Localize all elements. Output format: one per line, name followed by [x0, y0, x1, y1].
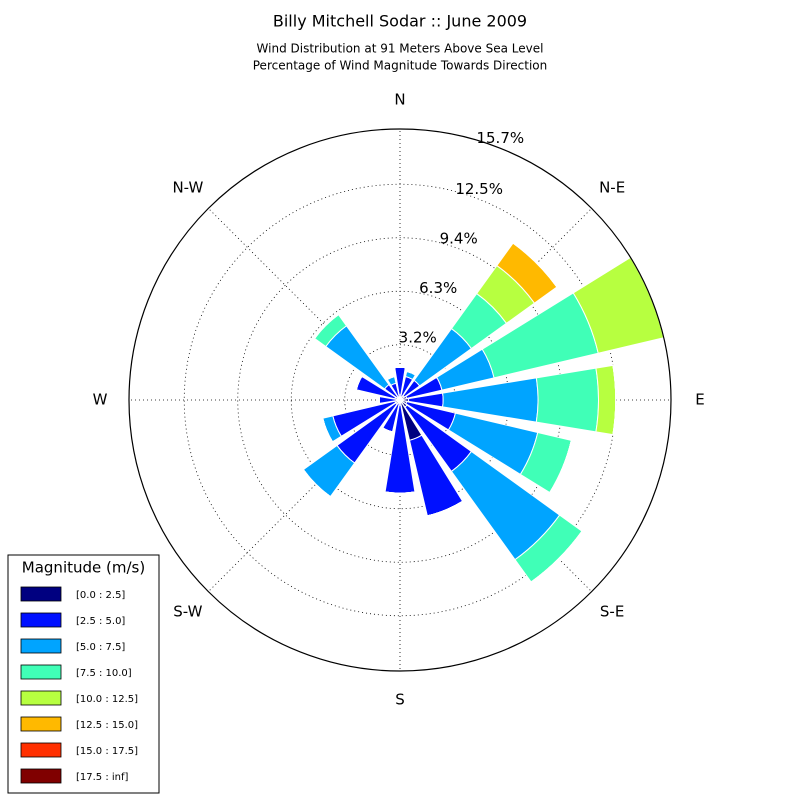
r-tick-label: 3.2% — [399, 328, 437, 346]
direction-label: E — [695, 391, 704, 409]
legend-swatch — [21, 613, 61, 627]
legend-swatch — [21, 665, 61, 679]
direction-label: N-W — [172, 178, 203, 196]
chart-title: Billy Mitchell Sodar :: June 2009 — [273, 12, 527, 31]
r-tick-label: 9.4% — [440, 230, 478, 248]
legend-label: [15.0 : 17.5] — [76, 746, 138, 757]
direction-label: N — [394, 91, 405, 109]
legend-swatch — [21, 691, 61, 705]
direction-label: S — [395, 691, 405, 709]
direction-label: S-E — [600, 603, 624, 621]
direction-label: S-W — [173, 603, 202, 621]
legend-label: [17.5 : inf] — [76, 772, 129, 783]
r-tick-label: 15.7% — [476, 129, 524, 147]
legend-label: [10.0 : 12.5] — [76, 694, 138, 705]
legend-swatch — [21, 587, 61, 601]
legend-swatch — [21, 769, 61, 783]
legend-swatch — [21, 717, 61, 731]
direction-label: N-E — [599, 178, 625, 196]
legend-swatch — [21, 743, 61, 757]
legend-label: [7.5 : 10.0] — [76, 668, 132, 679]
legend-label: [12.5 : 15.0] — [76, 720, 138, 731]
subtitle: Percentage of Wind Magnitude Towards Dir… — [253, 59, 547, 73]
legend-label: [5.0 : 7.5] — [76, 642, 125, 653]
direction-label: W — [93, 391, 108, 409]
legend-label: [0.0 : 2.5] — [76, 590, 125, 601]
legend-label: [2.5 : 5.0] — [76, 616, 125, 627]
legend-swatch — [21, 639, 61, 653]
r-tick-label: 12.5% — [455, 180, 503, 198]
wedge — [596, 365, 616, 434]
r-tick-label: 6.3% — [419, 279, 457, 297]
subtitle: Wind Distribution at 91 Meters Above Sea… — [257, 42, 544, 56]
wedge — [536, 368, 598, 432]
legend-title: Magnitude (m/s) — [22, 559, 145, 577]
